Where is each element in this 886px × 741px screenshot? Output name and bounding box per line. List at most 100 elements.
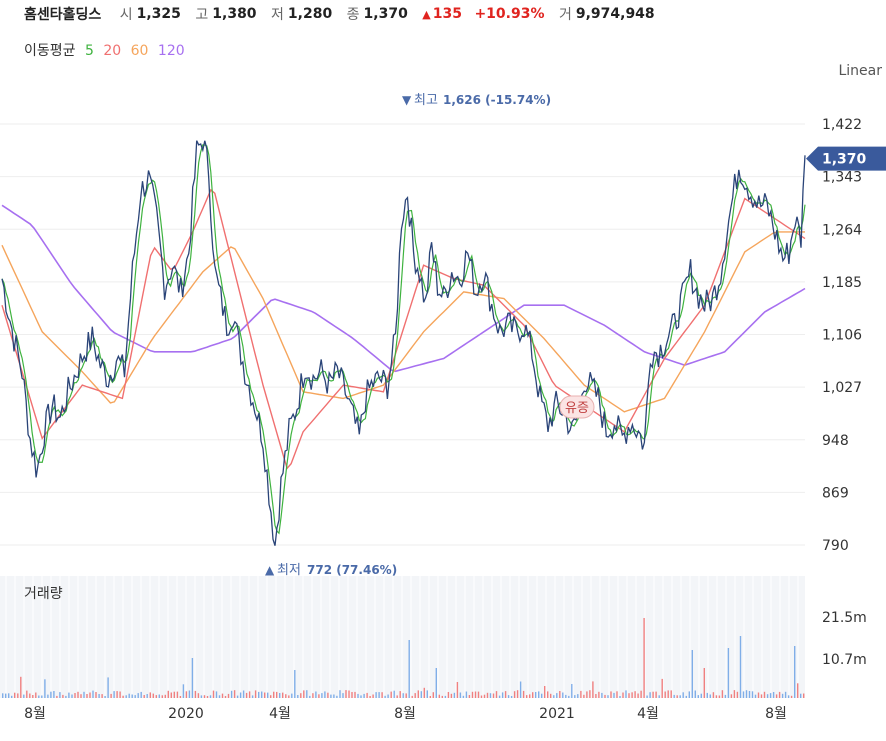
high-value: 1,380 <box>212 6 257 22</box>
scale-mode-label[interactable]: Linear <box>838 63 882 79</box>
volume-bar <box>519 681 522 698</box>
close-label: 종 <box>346 7 360 23</box>
volume-bar <box>703 668 705 698</box>
volume-bar <box>453 692 456 698</box>
volume-bar <box>682 692 684 698</box>
volume-bar <box>125 695 127 698</box>
volume-bar <box>784 691 787 698</box>
ma-legend-60[interactable]: 60 <box>130 43 149 59</box>
volume-bar <box>303 690 305 698</box>
volume-bar <box>393 690 395 698</box>
price-tick-label: 1,343 <box>822 170 862 186</box>
quote-header: 홈센타홀딩스 시 1,325 고 1,380 저 1,280 종 1,370 ▲ 135 … <box>24 4 665 24</box>
volume-bar <box>239 692 242 698</box>
volume-bar <box>158 694 160 698</box>
volume-bar <box>339 690 341 698</box>
volume-bar <box>212 690 215 698</box>
volume-bar <box>11 695 13 698</box>
volume-bar <box>86 694 88 698</box>
time-tick-label: 2021 <box>539 706 575 722</box>
volume-bar <box>77 691 79 698</box>
volume-bar <box>492 693 495 698</box>
volume-bar <box>152 693 154 698</box>
volume-bar <box>74 693 76 698</box>
volume-bar <box>730 694 733 698</box>
volume-bar <box>245 692 248 698</box>
volume-bar <box>556 693 558 698</box>
volume-bar <box>146 694 148 698</box>
volume-bar <box>306 690 308 698</box>
volume-bar <box>354 691 356 698</box>
price-tick-label: 948 <box>822 433 849 449</box>
volume-bar <box>568 695 570 698</box>
volume-bar <box>532 692 534 698</box>
volume-bar <box>248 691 251 698</box>
volume-bar <box>574 695 576 698</box>
volume-bar <box>772 692 775 698</box>
volume-bar <box>59 692 61 698</box>
volume-bar <box>68 692 70 698</box>
volume-bar <box>236 695 239 698</box>
volume-bar <box>35 692 37 698</box>
volume-bar <box>32 695 34 698</box>
volume-bar <box>98 694 100 698</box>
moving-average-legend[interactable]: 이동평균 5 20 60 120 <box>24 40 190 60</box>
volume-bar <box>655 691 657 698</box>
volume-bar <box>128 693 130 698</box>
volume-bar <box>670 690 672 698</box>
ma-legend-120[interactable]: 120 <box>157 43 185 59</box>
change-value: 135 <box>432 6 462 22</box>
volume-bar <box>242 690 245 698</box>
volume-bar <box>712 692 715 698</box>
volume-bar <box>176 691 179 698</box>
volume-bar <box>116 691 118 698</box>
volume-bar <box>483 694 486 698</box>
volume-bar <box>598 691 600 698</box>
volume-bar <box>155 695 157 698</box>
time-tick-label: 8월 <box>24 706 46 722</box>
ma-legend-5[interactable]: 5 <box>84 43 94 59</box>
event-marker-label: 유증 <box>565 401 589 416</box>
volume-bar <box>550 693 552 698</box>
volume-bar <box>291 693 293 698</box>
time-axis: 8월 2020 4월 8월 2021 4월 8월 <box>24 706 787 722</box>
high-annotation: ▼ 최고 1,626 (-15.74%) <box>402 93 551 108</box>
volume-bar <box>321 693 323 698</box>
volume-bar <box>676 695 678 698</box>
ma-legend-20[interactable]: 20 <box>103 43 122 59</box>
high-annotation-label: 최고 <box>414 93 438 108</box>
event-marker[interactable]: 유증 <box>559 395 595 419</box>
volume-bar <box>414 693 416 698</box>
time-tick-label: 4월 <box>637 706 659 722</box>
volume-bar <box>62 694 64 698</box>
volume-bar <box>233 690 236 698</box>
volume-bar <box>733 690 736 698</box>
volume-bar <box>191 658 194 698</box>
volume-bar <box>330 694 332 698</box>
volume-bar <box>441 695 443 698</box>
stock-name: 홈센타홀딩스 <box>24 7 102 23</box>
volume-bar <box>399 691 401 698</box>
volume-bar <box>408 640 410 698</box>
time-tick-label: 8월 <box>394 706 416 722</box>
time-tick-label: 4월 <box>269 706 291 722</box>
price-tick-label: 1,185 <box>822 275 862 291</box>
volume-bar <box>507 695 510 698</box>
volume-bar <box>607 695 609 698</box>
volume-bar <box>324 691 326 698</box>
volume-bar <box>327 692 329 698</box>
low-label: 저 <box>271 7 284 23</box>
volume-bar <box>161 695 163 698</box>
volume-bar <box>384 695 386 698</box>
volume-bar <box>378 692 380 698</box>
volume-bar <box>80 694 82 698</box>
volume-bar <box>706 692 708 698</box>
volume-bar <box>547 691 549 698</box>
volume-bar <box>718 695 721 698</box>
volume-bar <box>489 693 492 698</box>
volume-bar <box>357 693 359 698</box>
volume-bar <box>387 694 389 698</box>
volume-bar <box>643 618 645 698</box>
volume-bar <box>435 668 437 698</box>
